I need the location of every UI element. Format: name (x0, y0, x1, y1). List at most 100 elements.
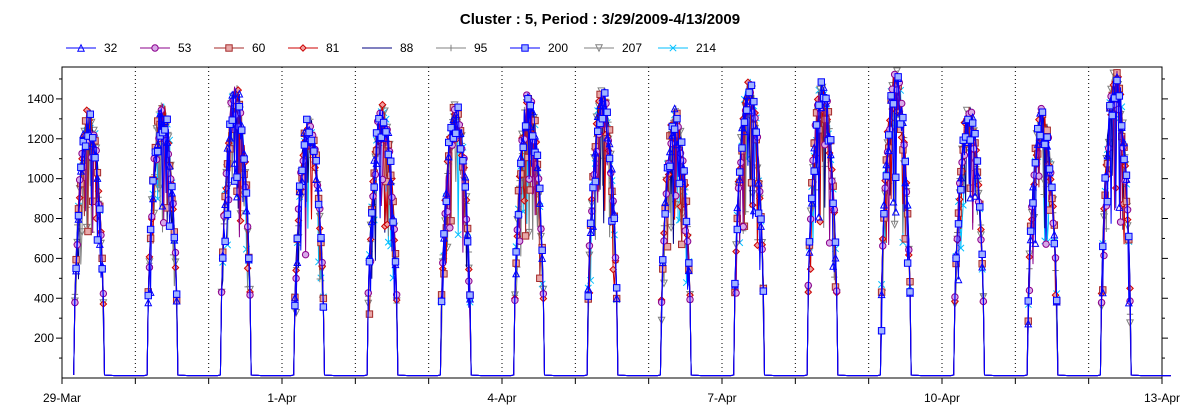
x-tick-label: 1-Apr (267, 391, 296, 405)
data-point (98, 265, 106, 273)
data-point (884, 131, 893, 139)
data-point (1041, 140, 1049, 149)
data-point (670, 104, 679, 113)
data-point (528, 132, 537, 140)
data-point (370, 183, 378, 191)
legend-label: 88 (400, 41, 414, 55)
data-point (666, 162, 674, 171)
legend-label: 207 (622, 41, 643, 55)
data-point (954, 220, 963, 228)
data-point (463, 238, 472, 246)
data-point (1031, 159, 1040, 167)
data-point (747, 179, 756, 187)
data-point (144, 291, 152, 300)
data-point (154, 147, 162, 156)
data-point (807, 198, 816, 207)
data-point (520, 196, 529, 205)
legend-swatch (66, 43, 96, 52)
data-point (667, 223, 676, 232)
data-point (1100, 251, 1108, 260)
data-point (161, 126, 169, 134)
data-point (826, 150, 835, 159)
data-point (440, 230, 448, 238)
data-point (733, 203, 742, 212)
data-point (219, 254, 227, 262)
data-point (314, 200, 323, 209)
legend-swatch (510, 44, 540, 52)
data-point (519, 143, 527, 152)
data-point (295, 182, 304, 190)
data-point (814, 212, 823, 221)
data-point (301, 250, 310, 259)
data-point (232, 192, 241, 201)
data-point (678, 240, 686, 249)
data-point (1099, 242, 1107, 251)
data-point (158, 201, 167, 210)
x-tick-label: 7-Apr (707, 391, 736, 405)
data-point (605, 139, 614, 148)
data-point (444, 152, 453, 161)
data-point (1120, 138, 1129, 147)
data-point (829, 261, 838, 270)
legend-label: 81 (326, 41, 340, 55)
data-point (605, 126, 614, 134)
data-point (172, 290, 181, 298)
legend-swatch (584, 44, 614, 53)
data-point (1108, 111, 1116, 120)
chart-title: Cluster : 5, Period : 3/29/2009-4/13/200… (459, 11, 741, 28)
data-point (454, 103, 462, 111)
data-point (1103, 197, 1112, 206)
data-point (440, 270, 448, 278)
data-point (738, 123, 747, 132)
data-point (598, 115, 607, 123)
data-point (884, 146, 893, 155)
data-point (81, 142, 90, 150)
data-point (365, 257, 374, 266)
data-point (1115, 202, 1124, 211)
data-point (512, 269, 521, 278)
data-point (732, 289, 740, 297)
data-point (1106, 101, 1114, 110)
x-tick-label: 29-Mar (43, 391, 81, 405)
legend-label: 53 (178, 41, 192, 55)
data-point (591, 177, 600, 186)
data-point (81, 117, 90, 125)
legend: 32 53 60 81 88 95 200 207 214 (62, 40, 1182, 56)
data-point (165, 222, 174, 230)
data-point (831, 238, 840, 246)
data-point (384, 238, 392, 246)
data-point (973, 170, 982, 179)
data-point (1048, 183, 1056, 192)
data-point (512, 248, 520, 256)
data-point (1052, 296, 1061, 305)
data-point (829, 199, 837, 207)
data-point (889, 100, 898, 108)
data-point (610, 214, 619, 223)
data-point (740, 118, 749, 126)
data-point (303, 115, 311, 124)
data-point (971, 191, 980, 200)
data-point (78, 228, 87, 237)
data-point (810, 167, 818, 175)
data-point (449, 114, 458, 123)
data-point (1115, 92, 1124, 100)
legend-swatch (140, 44, 170, 52)
data-point (738, 144, 746, 152)
legend-marker (225, 44, 233, 52)
data-point (887, 92, 895, 100)
data-point (1045, 165, 1054, 173)
data-point (456, 145, 465, 153)
data-point (898, 99, 906, 108)
data-point (889, 197, 898, 206)
data-point (526, 101, 535, 110)
data-point (757, 215, 765, 223)
data-point (93, 173, 102, 182)
data-point (454, 231, 462, 239)
data-point (906, 288, 914, 296)
data-point (966, 136, 975, 144)
data-point (1118, 122, 1126, 130)
data-point (670, 125, 679, 133)
data-point (1026, 235, 1035, 244)
data-point (238, 126, 246, 134)
